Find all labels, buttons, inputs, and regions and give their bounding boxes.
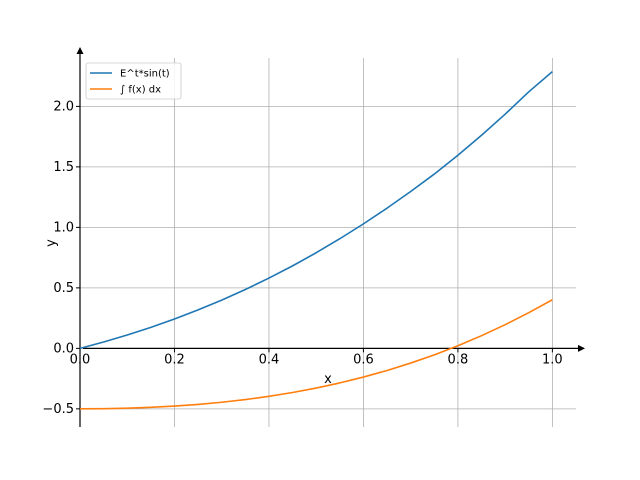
x-tick-label: 0.0 (70, 352, 91, 367)
legend-box (85, 62, 182, 100)
x-axis-arrow (578, 344, 585, 352)
x-tick-label: 0.8 (448, 352, 469, 367)
legend: E^t*sin(t) ∫ f(x) dx (85, 62, 182, 100)
y-axis-label: y (44, 239, 59, 247)
y-tick-label: −0.5 (42, 402, 74, 417)
x-tick-label: 1.0 (542, 352, 563, 367)
y-tick-label: 0.0 (53, 341, 74, 356)
x-axis-label: x (324, 372, 332, 387)
legend-label-2: ∫ f(x) dx (120, 85, 161, 96)
series-line-1 (79, 71, 553, 350)
x-tick-label: 0.6 (353, 352, 374, 367)
y-tick-label: 1.0 (53, 220, 74, 235)
grid (80, 58, 576, 427)
y-tick-label: 2.0 (53, 99, 74, 114)
legend-label-1: E^t*sin(t) (120, 69, 170, 80)
ticks: 0.0 0.2 0.4 0.6 0.8 1.0 −0.5 0.0 0.5 1.0 1.5 2.0 (42, 99, 562, 416)
y-axis-arrow (76, 47, 84, 54)
y-tick-label: 1.5 (53, 160, 74, 175)
series (79, 71, 553, 410)
x-tick-label: 0.2 (164, 352, 185, 367)
y-tick-label: 0.5 (53, 281, 74, 296)
axes (76, 47, 585, 427)
x-tick-label: 0.4 (259, 352, 280, 367)
series-line-2 (79, 299, 553, 410)
